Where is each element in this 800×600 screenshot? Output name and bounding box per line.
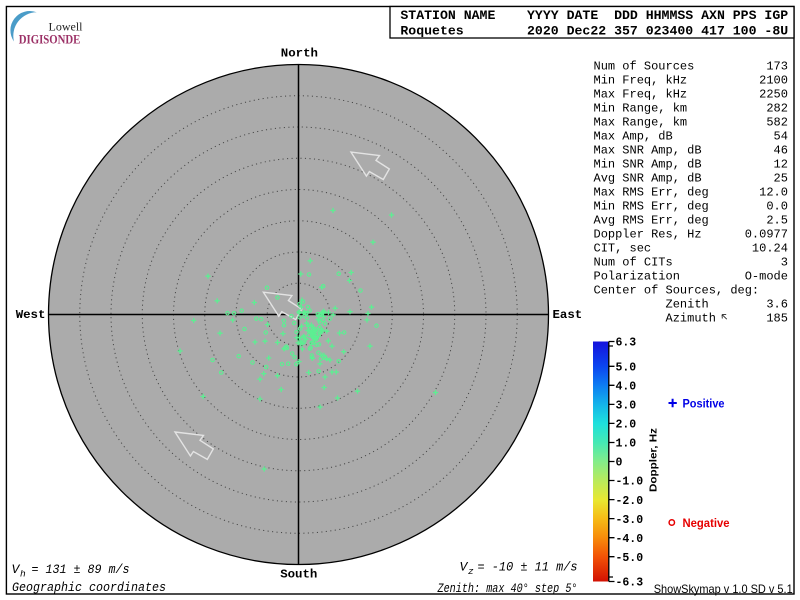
svg-text:Num of Sources 173: Num of Sources 173	[594, 60, 788, 74]
svg-text:STATION NAME YYYY DATE DDD: STATION NAME YYYY DATE DDD HHMMSS AXN PP…	[400, 8, 788, 23]
svg-text:Doppler Res, Hz 0.0977: Doppler Res, Hz 0.0977	[594, 228, 788, 242]
svg-text:-3.0: -3.0	[616, 514, 644, 527]
svg-text:-1.0: -1.0	[616, 476, 644, 489]
svg-text:Zenith: max 40° step 5°: Zenith: max 40° step 5°	[437, 581, 578, 596]
svg-text:North: North	[281, 46, 318, 60]
svg-text:V: V	[12, 562, 21, 577]
svg-text:2.0: 2.0	[616, 419, 637, 432]
svg-text:Avg SNR Amp, dB 25: Avg SNR Amp, dB 25	[594, 172, 788, 186]
svg-text:Min Freq, kHz 2100: Min Freq, kHz 2100	[594, 74, 788, 88]
svg-text:East: East	[553, 308, 583, 322]
svg-text:-4.0: -4.0	[616, 533, 644, 546]
svg-text:Max Freq, kHz 2250: Max Freq, kHz 2250	[594, 88, 788, 102]
svg-text:South: South	[280, 568, 317, 582]
svg-text:Negative: Negative	[683, 518, 730, 530]
svg-text:Num of CITs 3: Num of CITs 3	[594, 256, 788, 270]
svg-text:-5.0: -5.0	[616, 552, 644, 565]
svg-text:Max SNR Amp, dB 46: Max SNR Amp, dB 46	[594, 144, 788, 158]
svg-text:z: z	[468, 566, 474, 577]
svg-text:0: 0	[616, 457, 623, 470]
svg-text:Min SNR Amp, dB 12: Min SNR Amp, dB 12	[594, 158, 788, 172]
svg-text:-2.0: -2.0	[616, 495, 644, 508]
svg-text:-6.3: -6.3	[616, 577, 644, 590]
svg-text:ShowSkymap v 1.0 SD v 5.1: ShowSkymap v 1.0 SD v 5.1	[654, 582, 793, 596]
svg-text:Max RMS Err, deg 12.0: Max RMS Err, deg 12.0	[594, 186, 788, 200]
svg-text:Azimuth 185: Azimuth 185	[594, 312, 788, 326]
svg-text:5.0: 5.0	[616, 362, 637, 375]
svg-text:1.0: 1.0	[616, 438, 637, 451]
svg-text:Polarization O-mode: Polarization O-mode	[594, 270, 788, 284]
svg-text:Positive: Positive	[683, 399, 725, 411]
svg-text:Lowell: Lowell	[49, 20, 84, 34]
svg-text:Avg RMS Err, deg 2.5: Avg RMS Err, deg 2.5	[594, 214, 788, 228]
svg-text:Max Range, km 582: Max Range, km 582	[594, 116, 788, 130]
svg-text:Doppler, Hz: Doppler, Hz	[648, 428, 660, 492]
svg-text:h: h	[20, 569, 26, 580]
svg-text:Max Amp, dB 54: Max Amp, dB 54	[594, 130, 788, 144]
svg-text:Geographic coordinates: Geographic coordinates	[12, 580, 166, 595]
svg-text:= -10 ± 11 m/s: = -10 ± 11 m/s	[478, 560, 578, 575]
svg-text:West: West	[16, 308, 46, 322]
svg-text:Roquetes 2020 Dec22 357: Roquetes 2020 Dec22 357 023400 417 100 -…	[400, 24, 788, 39]
svg-text:6.3: 6.3	[616, 337, 637, 350]
svg-text:3.0: 3.0	[616, 400, 637, 413]
svg-text:DIGISONDE: DIGISONDE	[19, 32, 81, 47]
svg-text:= 131 ± 89 m/s: = 131 ± 89 m/s	[32, 562, 130, 577]
svg-text:4.0: 4.0	[616, 381, 637, 394]
svg-text:Min Range, km 282: Min Range, km 282	[594, 102, 788, 116]
svg-text:Center of Sources, deg:: Center of Sources, deg:	[594, 284, 760, 298]
svg-text:CIT, sec 10.24: CIT, sec 10.24	[594, 242, 788, 256]
svg-text:V: V	[460, 560, 469, 575]
svg-text:Zenith 3.6: Zenith 3.6	[594, 298, 788, 312]
svg-text:Min RMS Err, deg 0.0: Min RMS Err, deg 0.0	[594, 200, 788, 214]
